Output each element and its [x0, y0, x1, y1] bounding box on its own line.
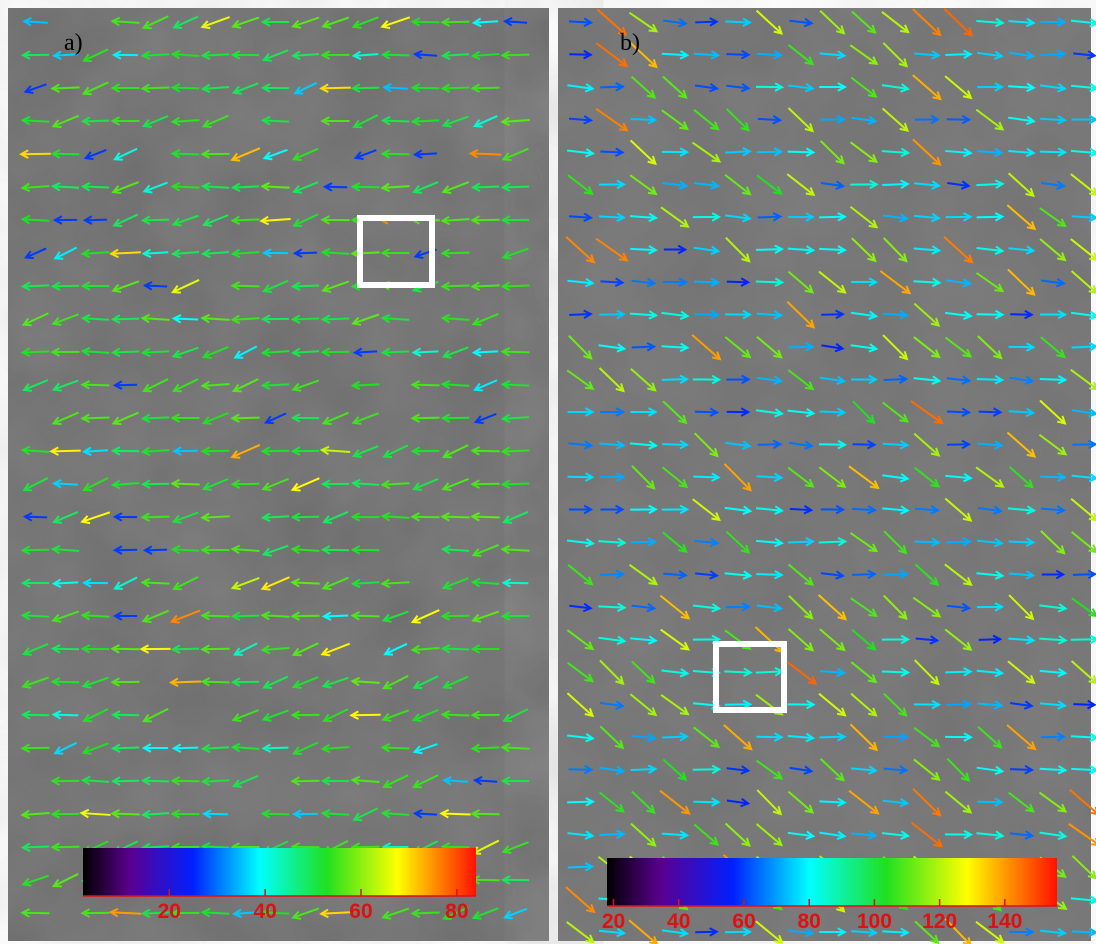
colorbar-tick-label: 60: [732, 910, 755, 933]
colorbar-tick-label: 100: [857, 910, 892, 933]
colorbar-tick-label: 140: [987, 910, 1022, 933]
colorbar: [607, 858, 1057, 906]
sar-texture-a: [8, 8, 549, 941]
colorbar-tick-label: 40: [667, 910, 690, 933]
panel-label: b): [620, 30, 640, 56]
figure: a) b) 20 40 60 80 20 40 60 80 100 120 140: [0, 0, 1096, 944]
colorbar-tick-label: 20: [602, 910, 625, 933]
colorbar-tick-label: 60: [349, 900, 372, 923]
colorbar-tick-label: 80: [797, 910, 820, 933]
colorbar-tick-label: 40: [253, 900, 276, 923]
colorbar-tick-label: 80: [445, 900, 468, 923]
colorbar-tick-label: 120: [922, 910, 957, 933]
panel-label: a): [64, 30, 83, 56]
colorbar: [83, 848, 476, 896]
colorbar-tick-label: 20: [158, 900, 181, 923]
